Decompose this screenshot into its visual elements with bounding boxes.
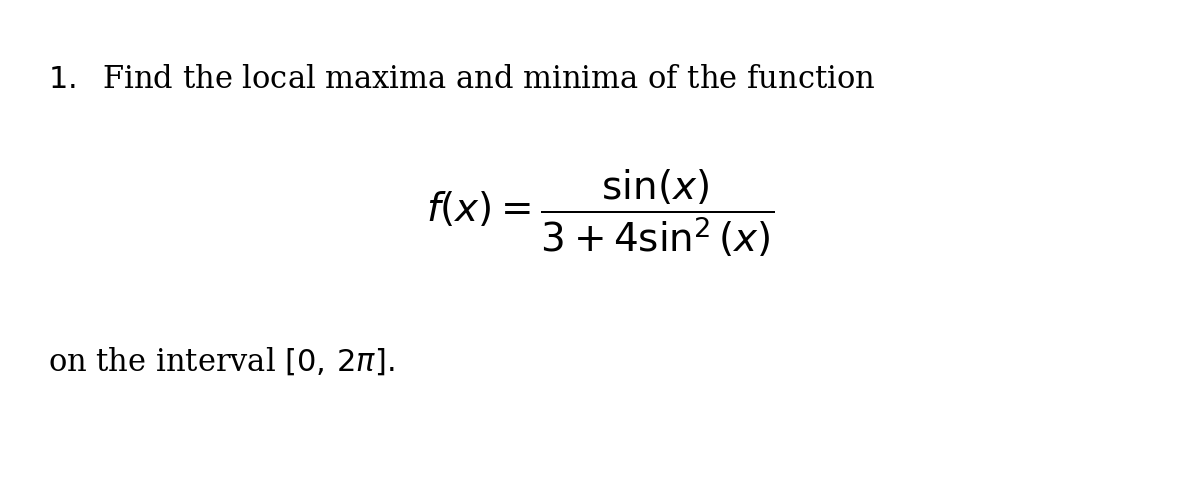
Text: $1.$  Find the local maxima and minima of the function: $1.$ Find the local maxima and minima of… (48, 64, 875, 96)
Text: on the interval $[0,\, 2\pi].$: on the interval $[0,\, 2\pi].$ (48, 346, 395, 378)
Text: $f(x) = \dfrac{\sin(x)}{3 + 4\sin^2(x)}$: $f(x) = \dfrac{\sin(x)}{3 + 4\sin^2(x)}$ (426, 167, 774, 259)
